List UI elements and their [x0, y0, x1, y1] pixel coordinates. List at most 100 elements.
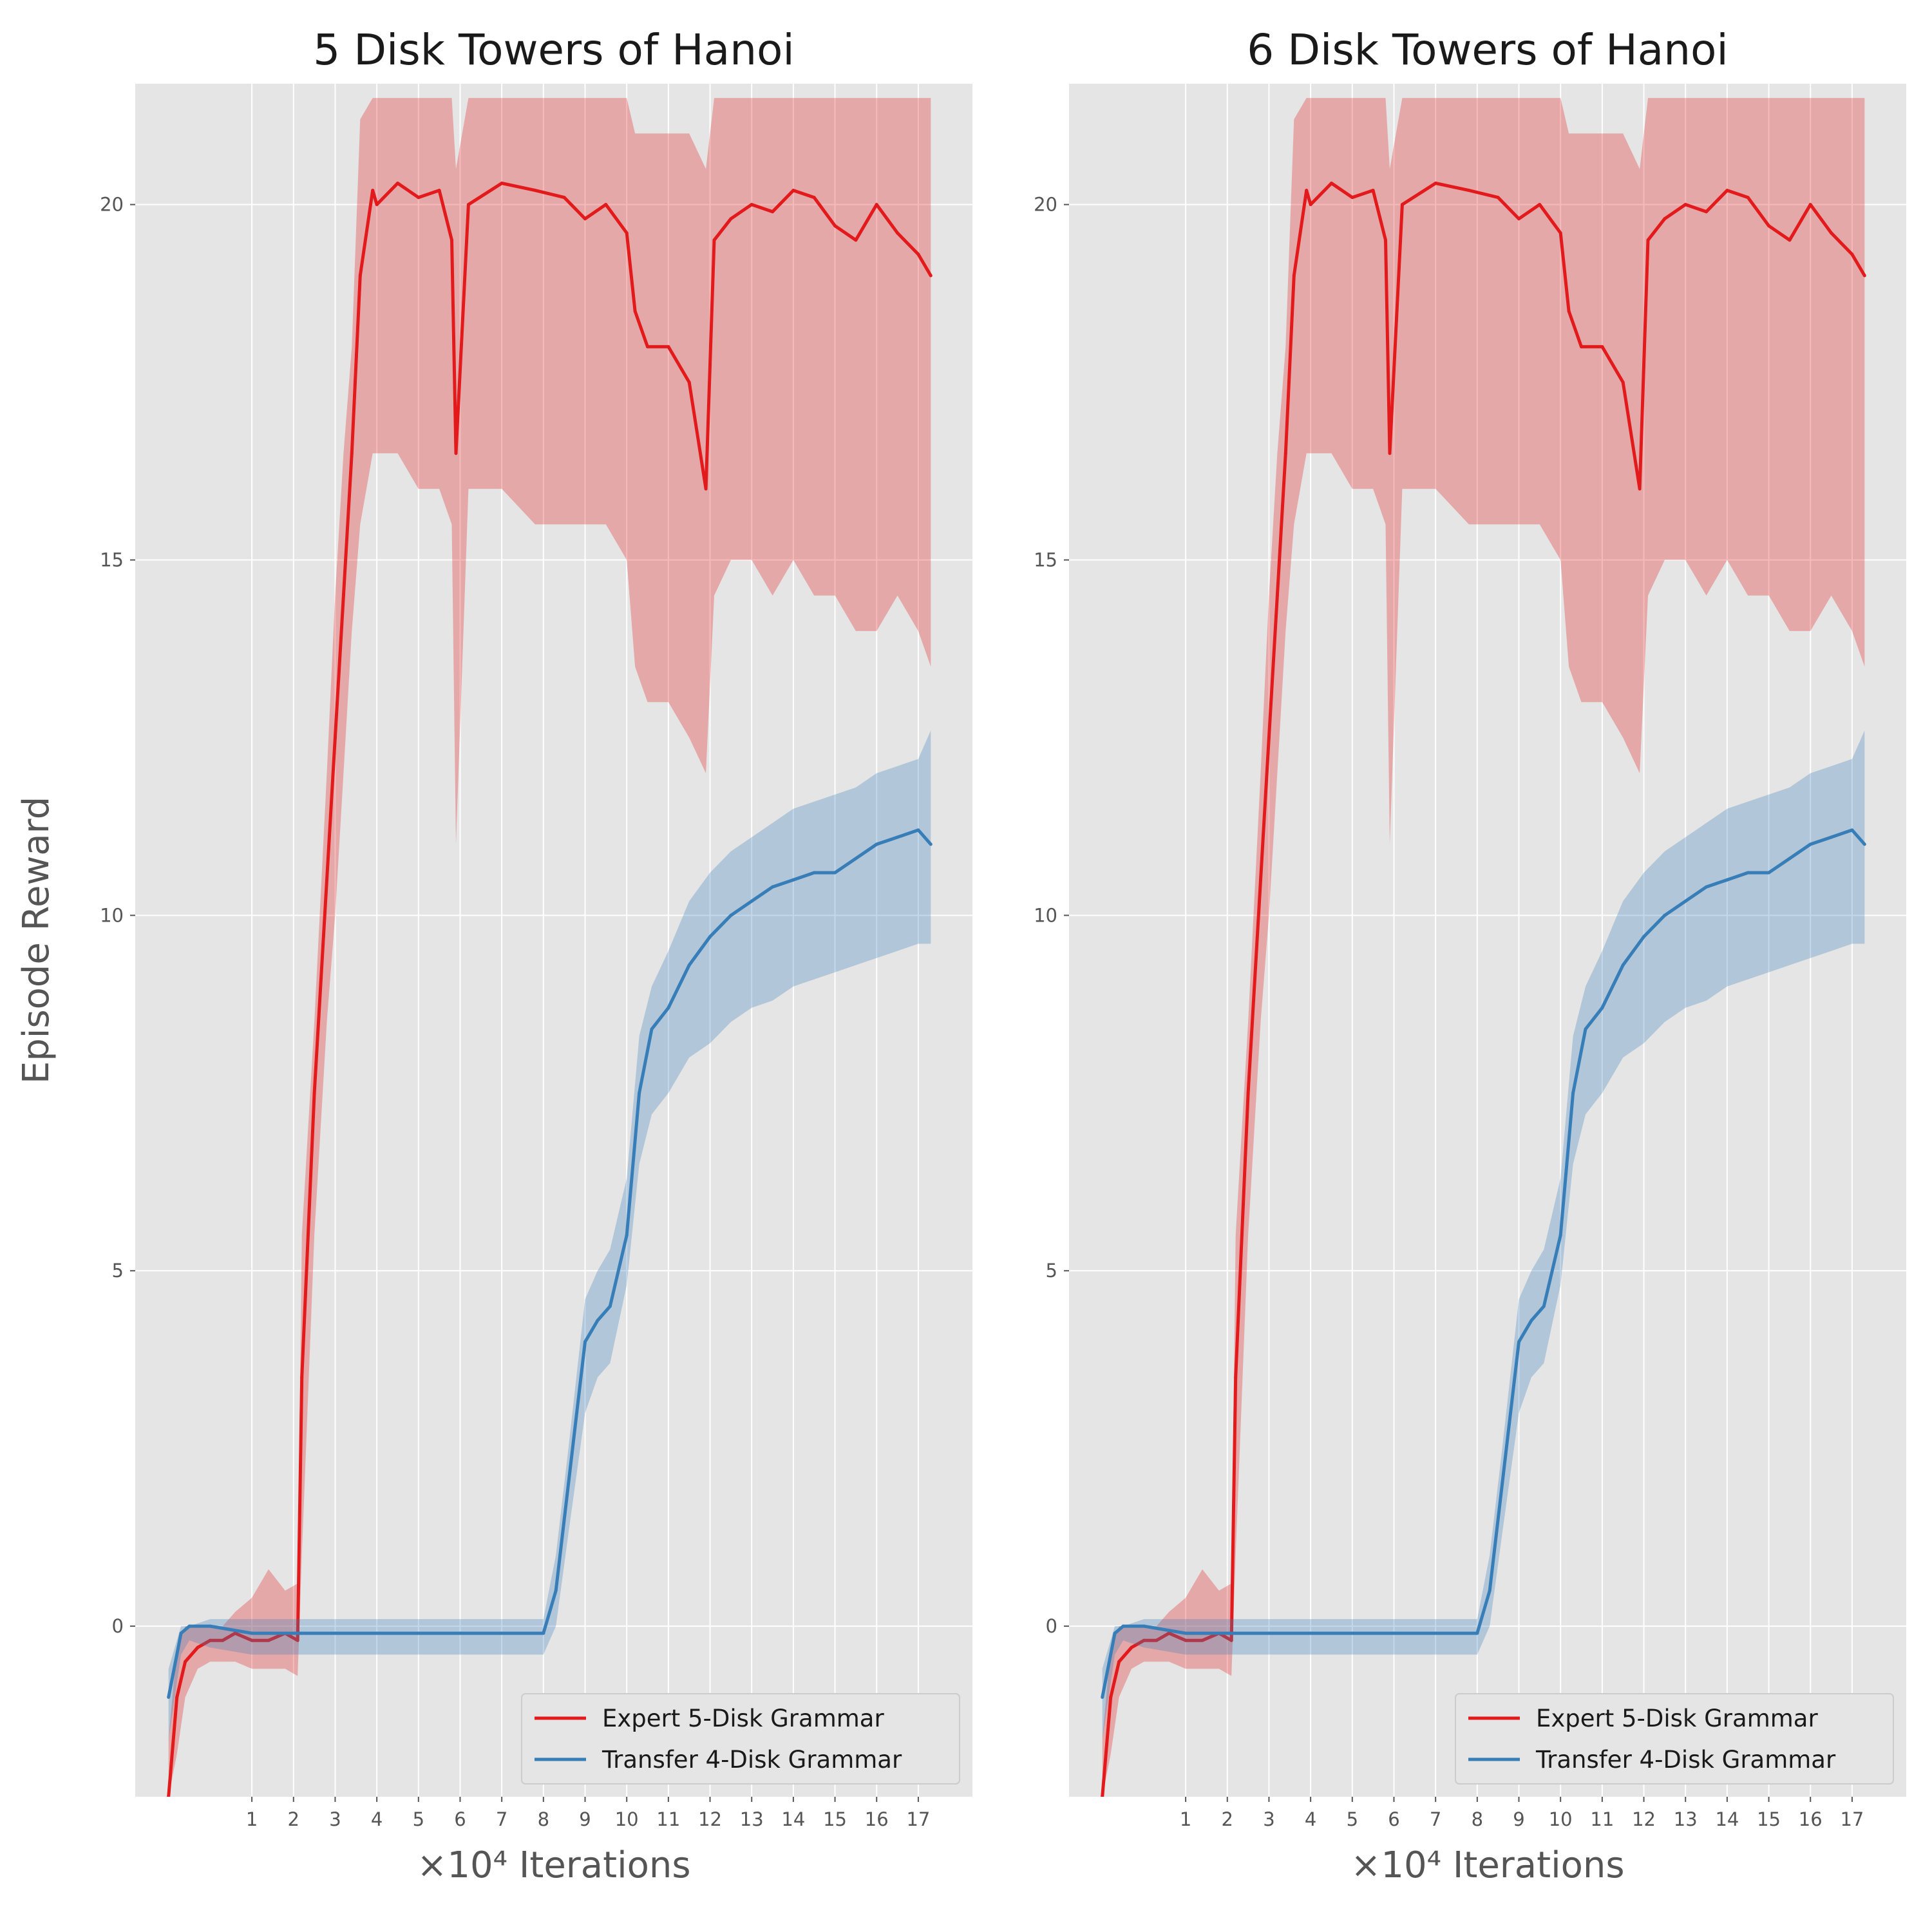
- series-point-transfer-4-disk-grammar: [608, 1304, 612, 1308]
- x-tick-label: 11: [1590, 1808, 1614, 1830]
- series-point-transfer-4-disk-grammar: [1725, 878, 1729, 882]
- series-point-expert-5-disk-grammar: [1558, 231, 1562, 235]
- plot-area: [1069, 84, 1906, 1797]
- series-point-transfer-4-disk-grammar: [875, 842, 878, 846]
- y-tick-label: 0: [1046, 1615, 1057, 1637]
- series-point-expert-5-disk-grammar: [267, 1638, 270, 1642]
- x-tick-label: 15: [1757, 1808, 1781, 1830]
- series-point-transfer-4-disk-grammar: [1621, 963, 1625, 967]
- series-point-expert-5-disk-grammar: [791, 189, 795, 193]
- series-point-expert-5-disk-grammar: [250, 1638, 254, 1642]
- series-band-expert-5-disk-grammar: [1102, 98, 1865, 1797]
- series-point-expert-5-disk-grammar: [450, 238, 453, 242]
- series-point-expert-5-disk-grammar: [1109, 1696, 1113, 1699]
- series-point-expert-5-disk-grammar: [712, 238, 716, 242]
- series-line-transfer-4-disk-grammar: [167, 828, 933, 1698]
- series-point-expert-5-disk-grammar: [1788, 238, 1792, 242]
- x-tick-label: 14: [781, 1808, 805, 1830]
- x-tick-label: 4: [1305, 1808, 1316, 1830]
- x-tick-label: 6: [454, 1808, 466, 1830]
- series-point-expert-5-disk-grammar: [1309, 203, 1312, 207]
- series-point-expert-5-disk-grammar: [233, 1631, 237, 1635]
- series-point-expert-5-disk-grammar: [396, 182, 399, 185]
- series-point-expert-5-disk-grammar: [1283, 451, 1287, 455]
- series-point-transfer-4-disk-grammar: [1705, 885, 1709, 889]
- series-point-transfer-4-disk-grammar: [208, 1624, 212, 1628]
- series-point-expert-5-disk-grammar: [1267, 735, 1271, 739]
- series-point-expert-5-disk-grammar: [1167, 1631, 1171, 1635]
- x-tick-label: 15: [823, 1808, 847, 1830]
- x-tick-label: 8: [1472, 1808, 1483, 1830]
- series-point-transfer-4-disk-grammar: [250, 1631, 254, 1635]
- series-point-transfer-4-disk-grammar: [833, 871, 837, 875]
- series-point-transfer-4-disk-grammar: [771, 885, 775, 889]
- series-point-expert-5-disk-grammar: [208, 1638, 212, 1642]
- series-point-expert-5-disk-grammar: [1808, 203, 1812, 207]
- x-tick-label: 12: [698, 1808, 722, 1830]
- series-point-transfer-4-disk-grammar: [1488, 1589, 1492, 1593]
- x-tick-label: 2: [288, 1808, 299, 1830]
- series-point-expert-5-disk-grammar: [437, 189, 441, 193]
- series-point-transfer-4-disk-grammar: [596, 1319, 600, 1322]
- series-point-expert-5-disk-grammar: [771, 210, 775, 214]
- x-tick-label: 16: [1799, 1808, 1823, 1830]
- series-point-expert-5-disk-grammar: [1259, 878, 1262, 882]
- series-point-expert-5-disk-grammar: [604, 203, 608, 207]
- series-point-transfer-4-disk-grammar: [375, 1631, 379, 1635]
- series-point-transfer-4-disk-grammar: [896, 835, 900, 839]
- series-point-transfer-4-disk-grammar: [500, 1631, 504, 1635]
- series-point-expert-5-disk-grammar: [375, 203, 379, 207]
- series-point-transfer-4-disk-grammar: [1746, 871, 1750, 875]
- series-point-expert-5-disk-grammar: [167, 1795, 171, 1797]
- series-point-expert-5-disk-grammar: [1350, 196, 1354, 200]
- series-point-expert-5-disk-grammar: [350, 451, 354, 455]
- legend-entry: Transfer 4-Disk Grammar: [601, 1746, 902, 1774]
- series-point-transfer-4-disk-grammar: [459, 1631, 462, 1635]
- series-point-transfer-4-disk-grammar: [1600, 1006, 1604, 1010]
- series-point-transfer-4-disk-grammar: [750, 899, 753, 903]
- series-point-transfer-4-disk-grammar: [1392, 1631, 1396, 1635]
- series-point-expert-5-disk-grammar: [1117, 1660, 1121, 1663]
- series-point-expert-5-disk-grammar: [1184, 1638, 1188, 1642]
- series-point-transfer-4-disk-grammar: [812, 871, 816, 875]
- series-point-expert-5-disk-grammar: [221, 1638, 225, 1642]
- series-point-expert-5-disk-grammar: [1434, 182, 1437, 185]
- series-point-expert-5-disk-grammar: [1767, 224, 1771, 228]
- series-point-transfer-4-disk-grammar: [554, 1589, 558, 1593]
- y-tick-label: 5: [1046, 1260, 1057, 1282]
- x-tick-label: 5: [1347, 1808, 1358, 1830]
- series-point-transfer-4-disk-grammar: [1808, 842, 1812, 846]
- x-tick-label: 3: [329, 1808, 341, 1830]
- series-point-expert-5-disk-grammar: [1621, 381, 1625, 384]
- series-point-expert-5-disk-grammar: [1229, 1638, 1233, 1642]
- series-point-expert-5-disk-grammar: [1580, 345, 1583, 348]
- series-point-expert-5-disk-grammar: [300, 1376, 304, 1379]
- series-point-expert-5-disk-grammar: [896, 231, 900, 235]
- chart-title: 5 Disk Towers of Hanoi: [313, 25, 795, 75]
- series-point-expert-5-disk-grammar: [1330, 182, 1333, 185]
- series-point-expert-5-disk-grammar: [1234, 1376, 1238, 1379]
- x-tick-label: 8: [538, 1808, 549, 1830]
- series-point-expert-5-disk-grammar: [466, 203, 470, 207]
- series-point-expert-5-disk-grammar: [1388, 451, 1392, 455]
- series-point-transfer-4-disk-grammar: [1475, 1631, 1479, 1635]
- series-point-transfer-4-disk-grammar: [1830, 835, 1833, 839]
- series-point-expert-5-disk-grammar: [833, 224, 837, 228]
- series-point-transfer-4-disk-grammar: [708, 935, 712, 938]
- series-point-transfer-4-disk-grammar: [292, 1631, 296, 1635]
- series-point-expert-5-disk-grammar: [750, 203, 753, 207]
- legend-entry: Expert 5-Disk Grammar: [1536, 1705, 1818, 1732]
- x-tick-label: 4: [371, 1808, 383, 1830]
- plot-area: [135, 84, 972, 1797]
- series-point-transfer-4-disk-grammar: [1267, 1631, 1271, 1635]
- series-point-transfer-4-disk-grammar: [1642, 935, 1645, 938]
- series-point-expert-5-disk-grammar: [325, 878, 328, 882]
- series-point-transfer-4-disk-grammar: [650, 1027, 654, 1031]
- x-tick-label: 17: [1840, 1808, 1864, 1830]
- series-point-expert-5-disk-grammar: [1538, 203, 1542, 207]
- series-point-expert-5-disk-grammar: [196, 1645, 200, 1649]
- series-point-expert-5-disk-grammar: [583, 217, 587, 221]
- y-tick-label: 10: [1034, 904, 1057, 926]
